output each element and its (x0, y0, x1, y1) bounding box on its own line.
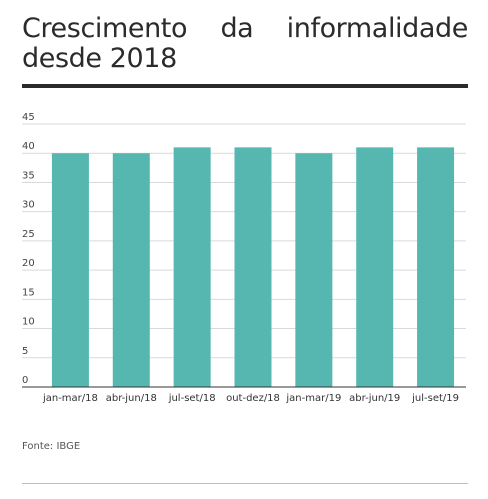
title-divider (22, 84, 468, 88)
y-tick-label: 10 (22, 317, 35, 328)
x-tick-label: jan-mar/18 (42, 393, 98, 404)
x-tick-label: abr-jun/18 (106, 393, 157, 404)
y-tick-label: 15 (22, 287, 35, 298)
y-tick-label: 0 (22, 375, 28, 386)
y-tick-label: 35 (22, 170, 35, 181)
bar (51, 153, 89, 387)
y-tick-label: 30 (22, 200, 35, 211)
footer-divider (22, 483, 468, 484)
y-tick-label: 5 (22, 346, 28, 357)
source-note: Fonte: IBGE (22, 441, 81, 452)
x-tick-label: jul-set/19 (411, 393, 459, 404)
x-tick-label: abr-jun/19 (349, 393, 400, 404)
bar (295, 153, 333, 387)
bar (234, 147, 272, 387)
x-tick-label: jan-mar/19 (285, 393, 341, 404)
x-tick-label: out-dez/18 (226, 393, 280, 404)
y-tick-label: 25 (22, 229, 35, 240)
bar (417, 147, 455, 387)
y-tick-label: 20 (22, 258, 35, 269)
bar (173, 147, 211, 387)
y-tick-label: 40 (22, 141, 35, 152)
x-tick-label: jul-set/18 (168, 393, 216, 404)
y-tick-label: 45 (22, 112, 35, 123)
bar-chart: 0 5 10 15 20 25 30 35 40 45 jan-mar/18 abr-jun/18 ju… (22, 112, 466, 404)
chart-title: Crescimento da informalidade desde 2018 (22, 13, 468, 74)
bar (356, 147, 394, 387)
bar (112, 153, 150, 387)
